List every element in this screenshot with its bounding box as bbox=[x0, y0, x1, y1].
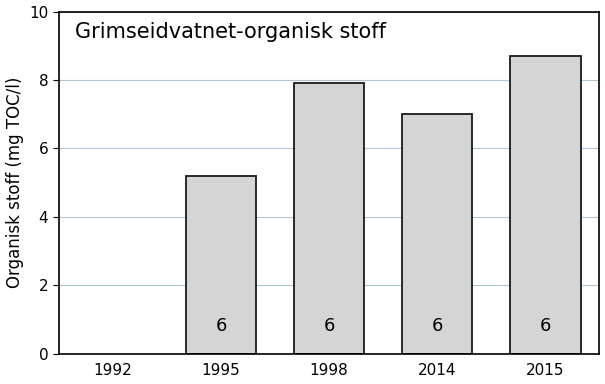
Text: Grimseidvatnet-organisk stoff: Grimseidvatnet-organisk stoff bbox=[75, 22, 386, 42]
Bar bbox=[510, 56, 581, 354]
Bar bbox=[294, 83, 364, 354]
Text: 6: 6 bbox=[540, 317, 551, 335]
Bar bbox=[186, 176, 256, 354]
Text: 6: 6 bbox=[431, 317, 443, 335]
Bar bbox=[402, 114, 473, 354]
Y-axis label: Organisk stoff (mg TOC/l): Organisk stoff (mg TOC/l) bbox=[5, 77, 24, 288]
Text: 6: 6 bbox=[215, 317, 227, 335]
Text: 6: 6 bbox=[324, 317, 335, 335]
